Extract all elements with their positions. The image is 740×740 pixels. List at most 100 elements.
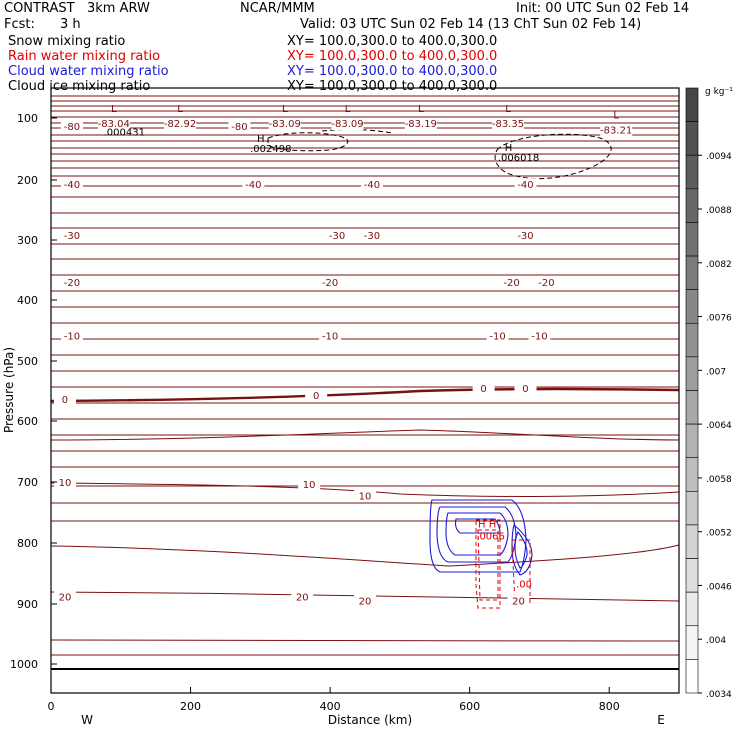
rain-water-contour bbox=[511, 539, 531, 606]
valid-time: Valid: 03 UTC Sun 02 Feb 14 (13 ChT Sun … bbox=[300, 17, 642, 32]
y-tick-label: 200 bbox=[17, 174, 38, 187]
colorbar-segment bbox=[685, 154, 699, 190]
extremum-label-bg bbox=[492, 118, 525, 131]
isotherm-line bbox=[50, 591, 680, 602]
isotherm-label-bg bbox=[354, 489, 376, 502]
colorbar-segment bbox=[685, 491, 699, 526]
isotherm-label-bg bbox=[500, 276, 523, 288]
y-tick-label: 700 bbox=[17, 476, 38, 489]
ice-maximum-marker: H bbox=[505, 143, 513, 154]
isotherm-label-bg bbox=[486, 329, 509, 342]
isotherm-label: -20 bbox=[503, 278, 519, 289]
isotherm-label-bg bbox=[60, 329, 83, 342]
isotherm-label: -10 bbox=[322, 331, 338, 342]
isotherm-label-bg bbox=[319, 276, 342, 288]
isotherm-label-bg bbox=[60, 178, 83, 191]
temperature-minimum-value: -83.19 bbox=[405, 119, 437, 130]
isotherm-label: 0 bbox=[480, 384, 486, 395]
isotherm-label: 10 bbox=[303, 480, 316, 491]
colorbar-segment bbox=[685, 591, 699, 627]
isotherm-label: 20 bbox=[59, 593, 72, 604]
isotherm-label-bg bbox=[291, 590, 314, 603]
temperature-minimum-marker: L bbox=[505, 104, 511, 115]
colorbar-label: .004 bbox=[706, 636, 726, 646]
extremum-label-bg bbox=[404, 118, 437, 131]
colorbar-label: .0046 bbox=[706, 582, 732, 592]
colorbar-segment bbox=[685, 524, 699, 559]
isotherm-label-bg bbox=[514, 178, 537, 191]
isotherm-label: -30 bbox=[329, 231, 345, 242]
isotherm-label-bg bbox=[53, 392, 76, 405]
field-ice-xy: XY= 100.0,300.0 to 400.0,300.0 bbox=[287, 79, 498, 94]
isotherm-label: -20 bbox=[538, 278, 554, 289]
ice-contour-label: .002498 bbox=[250, 144, 291, 155]
isotherm-label: 20 bbox=[296, 593, 309, 604]
isotherm-label: -80 bbox=[231, 122, 247, 133]
field-cloudwater-xy: XY= 100.0,300.0 to 400.0,300.0 bbox=[287, 64, 498, 79]
y-tick-label: 1000 bbox=[10, 658, 38, 671]
colorbar-segment bbox=[685, 255, 699, 290]
ice-maximum-marker: H bbox=[257, 134, 265, 145]
isotherm-label: 0 bbox=[62, 395, 68, 406]
temperature-minimum-value: -83.04 bbox=[98, 119, 130, 130]
temperature-minimum-marker: L bbox=[282, 104, 288, 115]
init-time: Init: 00 UTC Sun 02 Feb 14 bbox=[516, 1, 690, 16]
temperature-minimum-value: -83.35 bbox=[492, 119, 524, 130]
isotherm-line bbox=[50, 544, 680, 567]
field-cloudwater-name: Cloud water mixing ratio bbox=[8, 64, 169, 79]
isotherm-label: -40 bbox=[245, 180, 261, 191]
field-rain-name: Rain water mixing ratio bbox=[8, 49, 161, 64]
isotherm-label-bg bbox=[53, 476, 76, 488]
field-ice-name: Cloud ice mixing ratio bbox=[8, 79, 151, 94]
temperature-minimum-value: -83.09 bbox=[331, 119, 363, 130]
isotherm-label: -30 bbox=[64, 231, 80, 242]
model-title: CONTRAST 3km ARW bbox=[4, 1, 150, 16]
isotherm-label: 0 bbox=[522, 384, 528, 395]
extremum-label-bg bbox=[97, 118, 130, 131]
isotherm-label-bg bbox=[360, 178, 383, 191]
isotherm-line bbox=[50, 482, 680, 497]
field-snow-xy: XY= 100.0,300.0 to 400.0,300.0 bbox=[287, 34, 498, 49]
isotherm-label: -10 bbox=[531, 331, 547, 342]
temperature-minimum-marker: L bbox=[613, 110, 619, 121]
isotherm-label-bg bbox=[228, 120, 251, 133]
extremum-label-bg bbox=[331, 118, 364, 131]
x-tick-label: 200 bbox=[180, 700, 201, 713]
isotherm-label: -10 bbox=[64, 331, 80, 342]
colorbar-segment bbox=[685, 659, 699, 694]
cloud-ice-contour bbox=[267, 132, 349, 152]
colorbar-label: .0034 bbox=[706, 690, 732, 700]
field-rain-xy: XY= 100.0,300.0 to 400.0,300.0 bbox=[287, 49, 498, 64]
isotherm-label: 10 bbox=[59, 478, 72, 489]
temperature-minimum-marker: L bbox=[345, 104, 351, 115]
colorbar-segment bbox=[685, 356, 699, 391]
fcst-label: Fcst: bbox=[4, 17, 35, 32]
colorbar-segment bbox=[685, 558, 699, 593]
colorbar-label: .0082 bbox=[706, 260, 732, 270]
colorbar-unit: g kg⁻¹ bbox=[705, 87, 733, 97]
colorbar-segment bbox=[685, 188, 699, 223]
isotherm-label-bg bbox=[242, 178, 265, 191]
colorbar-segment bbox=[685, 625, 699, 660]
y-tick-label: 800 bbox=[17, 537, 38, 550]
x-axis-label: Distance (km) bbox=[328, 713, 412, 727]
isotherm-label-bg bbox=[514, 229, 537, 242]
temperature-minimum-value: -83.21 bbox=[600, 125, 632, 136]
isotherm-label: -30 bbox=[517, 231, 533, 242]
y-tick-label: 600 bbox=[17, 415, 38, 428]
ice-contour-label: .000431 bbox=[104, 128, 145, 139]
isotherm-label: 20 bbox=[512, 596, 525, 607]
extremum-label-bg bbox=[164, 118, 197, 131]
colorbar-label: .0052 bbox=[706, 529, 732, 539]
isotherm-label-bg bbox=[60, 229, 83, 242]
cloud-water-contour bbox=[514, 530, 528, 569]
temperature-minimum-value: -83.09 bbox=[269, 119, 301, 130]
cloud-water-contour bbox=[429, 499, 527, 573]
isotherm-label-bg bbox=[60, 120, 83, 133]
y-tick-label: 500 bbox=[17, 355, 38, 368]
isotherm-label-bg bbox=[535, 276, 558, 288]
temperature-minimum-value: -82.92 bbox=[164, 119, 196, 130]
cloud-contour-label: H H bbox=[478, 519, 496, 530]
colorbar-label: .007 bbox=[706, 367, 726, 377]
